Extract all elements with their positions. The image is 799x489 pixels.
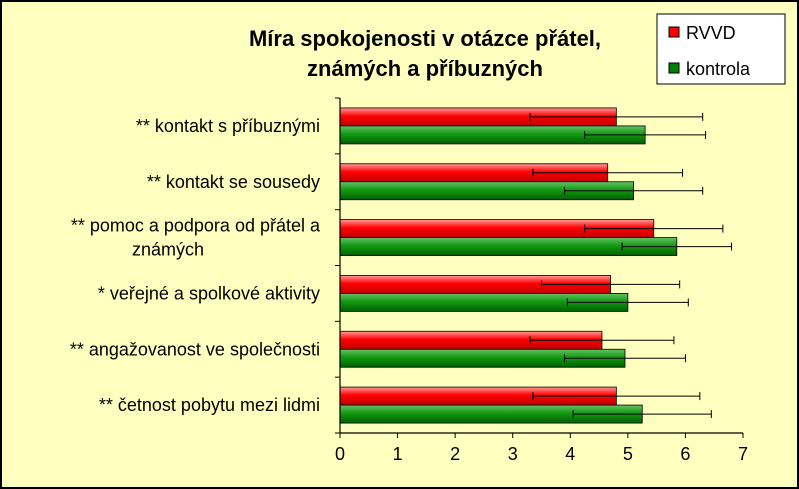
x-tick-label-4: 4 [565, 444, 575, 464]
category-label-2-line-0: ** pomoc a podpora od přátel a [71, 216, 321, 236]
category-label-5: ** četnost pobytu mezi lidmi [99, 395, 320, 415]
x-tick-label-6: 6 [680, 444, 690, 464]
legend-swatch-rvvd [668, 26, 680, 38]
x-tick-label-3: 3 [508, 444, 518, 464]
x-tick-label-1: 1 [393, 444, 403, 464]
category-label-1: ** kontakt se sousedy [147, 172, 320, 192]
category-label-2-line-1: známých [132, 240, 204, 260]
category-label-3: * veřejné a spolkové aktivity [98, 283, 320, 303]
legend-label-rvvd: RVVD [686, 23, 736, 43]
x-tick-label-5: 5 [623, 444, 633, 464]
legend: RVVD kontrola [656, 13, 786, 85]
plot-area: ** kontakt s příbuznými ** kontakt se sou… [70, 97, 748, 464]
legend-label-kontrola: kontrola [686, 59, 751, 79]
chart-title-line-1: Míra spokojenosti v otázce přátel, [249, 26, 601, 51]
chart-title-line-2: známých a příbuzných [307, 56, 543, 81]
x-tick-label-7: 7 [738, 444, 748, 464]
category-label-0: ** kontakt s příbuznými [136, 116, 320, 136]
x-tick-label-0: 0 [335, 444, 345, 464]
legend-swatch-kontrola [668, 62, 680, 74]
category-label-4: ** angažovanost ve společnosti [70, 339, 320, 359]
x-tick-label-2: 2 [450, 444, 460, 464]
